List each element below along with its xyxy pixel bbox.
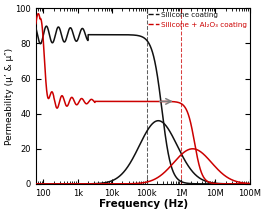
- Y-axis label: Permeability (μ’ & μ″): Permeability (μ’ & μ″): [5, 48, 14, 145]
- Legend: Silicone coating, Silicone + Al₂O₃ coating: Silicone coating, Silicone + Al₂O₃ coati…: [147, 10, 248, 29]
- X-axis label: Frequency (Hz): Frequency (Hz): [98, 199, 188, 209]
